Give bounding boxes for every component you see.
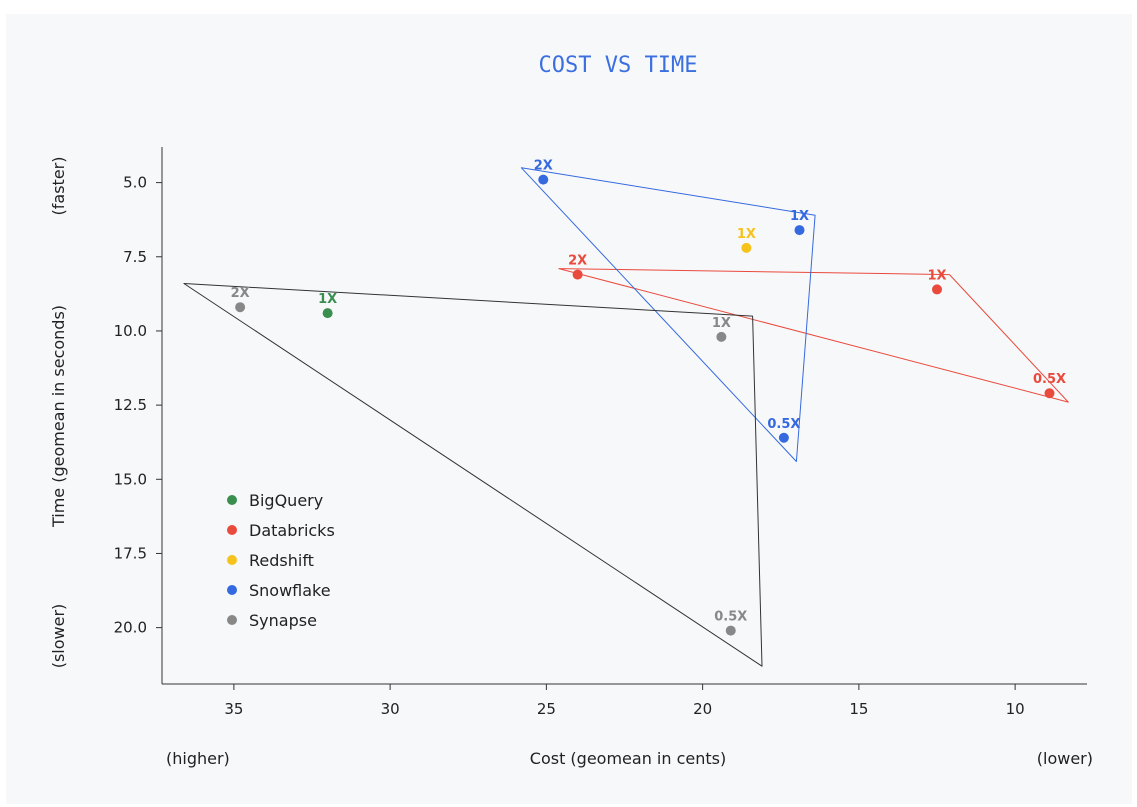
databricks-point <box>932 284 942 295</box>
points-layer: 1X 2X 1X 0.5X 1X 2X 1X 0.5X 2X 1X 0.5X <box>231 159 1066 636</box>
snowflake-point-label: 0.5X <box>767 417 800 432</box>
legend-marker <box>227 525 237 535</box>
cost-vs-time-chart: COST VS TIME 35 30 25 20 15 10 5.0 7.5 10.0 12.5… <box>49 53 1093 768</box>
legend-marker <box>227 495 237 505</box>
legend-label: Redshift <box>249 551 314 570</box>
legend-marker <box>227 615 237 625</box>
x-tick-label: 20 <box>693 700 712 718</box>
x-axis-higher-label: (higher) <box>166 749 230 768</box>
y-tick-label: 15.0 <box>114 470 147 488</box>
synapse-point <box>725 625 736 636</box>
y-tick-label: 20.0 <box>114 619 147 637</box>
databricks-point-label: 2X <box>568 254 587 269</box>
redshift-point <box>741 242 752 253</box>
redshift-point-label: 1X <box>737 227 756 242</box>
axes <box>161 147 1087 685</box>
x-axis-label: Cost (geomean in cents) <box>530 749 726 768</box>
bigquery-point-label: 1X <box>318 292 337 307</box>
y-axis-label: Time (geomean in seconds) <box>49 305 68 528</box>
legend-label: Synapse <box>249 611 317 630</box>
snowflake-point <box>794 225 805 236</box>
snowflake-point-label: 2X <box>534 159 553 174</box>
snowflake-hull <box>520 167 816 462</box>
chart-card: COST VS TIME 35 30 25 20 15 10 5.0 7.5 10.0 12.5… <box>6 14 1132 804</box>
legend: BigQuery Databricks Redshift Snowflake Synap… <box>227 491 335 630</box>
snowflake-point <box>778 432 789 443</box>
y-tick-label: 12.5 <box>114 396 147 414</box>
bigquery-point <box>322 308 333 319</box>
x-tick-label: 35 <box>224 700 243 718</box>
y-axis-faster-label: (faster) <box>49 157 68 216</box>
snowflake-point-label: 1X <box>790 209 809 224</box>
synapse-point-label: 0.5X <box>714 610 747 625</box>
synapse-hull <box>183 283 763 667</box>
databricks-point <box>572 269 583 280</box>
synapse-point-label: 2X <box>231 286 250 301</box>
hull-layer <box>183 167 1069 667</box>
legend-marker <box>227 555 237 565</box>
chart-title: COST VS TIME <box>539 53 698 78</box>
databricks-point-label: 0.5X <box>1033 372 1066 387</box>
x-tick-label: 30 <box>381 700 400 718</box>
synapse-point-label: 1X <box>712 316 731 331</box>
snowflake-point <box>538 174 549 185</box>
legend-label: Databricks <box>249 521 335 540</box>
legend-label: BigQuery <box>249 491 323 510</box>
y-tick-label: 17.5 <box>114 544 147 562</box>
y-tick-label: 10.0 <box>114 322 147 340</box>
x-tick-label: 15 <box>849 700 868 718</box>
y-axis-slower-label: (slower) <box>49 604 68 669</box>
databricks-point-label: 1X <box>927 268 946 283</box>
databricks-hull <box>558 268 1069 403</box>
legend-label: Snowflake <box>249 581 331 600</box>
y-ticks: 5.0 7.5 10.0 12.5 15.0 17.5 20.0 <box>114 174 162 637</box>
synapse-point <box>235 302 246 313</box>
databricks-point <box>1044 388 1055 399</box>
x-tick-label: 10 <box>1006 700 1025 718</box>
x-tick-label: 25 <box>537 700 556 718</box>
synapse-point <box>716 331 727 342</box>
x-ticks: 35 30 25 20 15 10 <box>224 684 1025 718</box>
x-axis-lower-label: (lower) <box>1037 749 1093 768</box>
legend-marker <box>227 585 237 595</box>
y-tick-label: 7.5 <box>123 248 147 266</box>
y-tick-label: 5.0 <box>123 174 147 192</box>
